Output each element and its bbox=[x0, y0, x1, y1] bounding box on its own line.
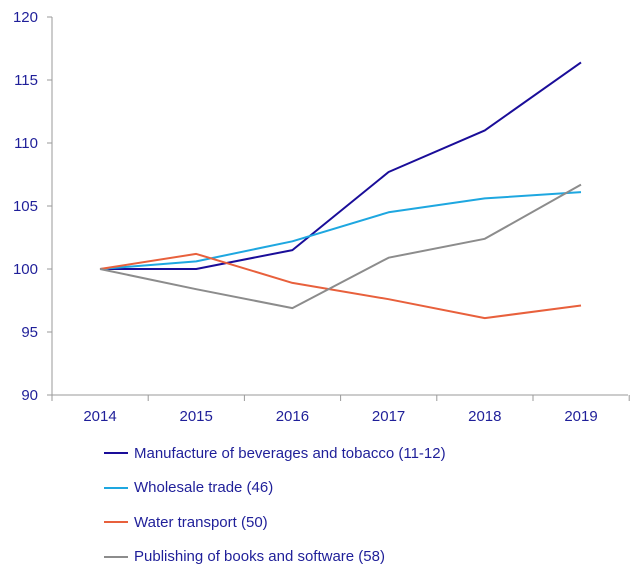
legend-item: Wholesale trade (46) bbox=[104, 471, 446, 506]
y-tick-label: 110 bbox=[14, 135, 38, 152]
x-tick-label: 2015 bbox=[180, 408, 213, 425]
chart-plot-area: 90 95 100 105 110 115 120 2014 2015 2016 2017 2018 2… bbox=[0, 0, 643, 425]
legend-swatch bbox=[104, 487, 128, 489]
legend-swatch bbox=[104, 452, 128, 454]
legend-swatch bbox=[104, 521, 128, 523]
legend-item: Publishing of books and software (58) bbox=[104, 540, 446, 574]
series-line bbox=[100, 185, 581, 309]
y-tick-label: 105 bbox=[13, 198, 38, 215]
x-tick-label: 2018 bbox=[468, 408, 501, 425]
y-tick-label: 95 bbox=[21, 324, 38, 341]
legend-label: Water transport (50) bbox=[134, 514, 268, 531]
legend-item: Water transport (50) bbox=[104, 505, 446, 540]
legend-item: Manufacture of beverages and tobacco (11… bbox=[104, 436, 446, 471]
x-tick-label: 2016 bbox=[276, 408, 309, 425]
y-tick-label: 120 bbox=[13, 9, 38, 26]
x-tick-label: 2017 bbox=[372, 408, 405, 425]
series-line bbox=[100, 62, 581, 269]
legend-label: Manufacture of beverages and tobacco (11… bbox=[134, 445, 446, 462]
x-tick-label: 2019 bbox=[564, 408, 597, 425]
legend-label: Publishing of books and software (58) bbox=[134, 548, 385, 565]
y-tick-label: 90 bbox=[21, 387, 38, 404]
legend-swatch bbox=[104, 556, 128, 558]
legend-label: Wholesale trade (46) bbox=[134, 479, 273, 496]
y-tick-label: 115 bbox=[14, 72, 38, 89]
x-tick-label: 2014 bbox=[83, 408, 116, 425]
chart-legend: Manufacture of beverages and tobacco (11… bbox=[104, 436, 446, 574]
y-tick-label: 100 bbox=[13, 261, 38, 278]
